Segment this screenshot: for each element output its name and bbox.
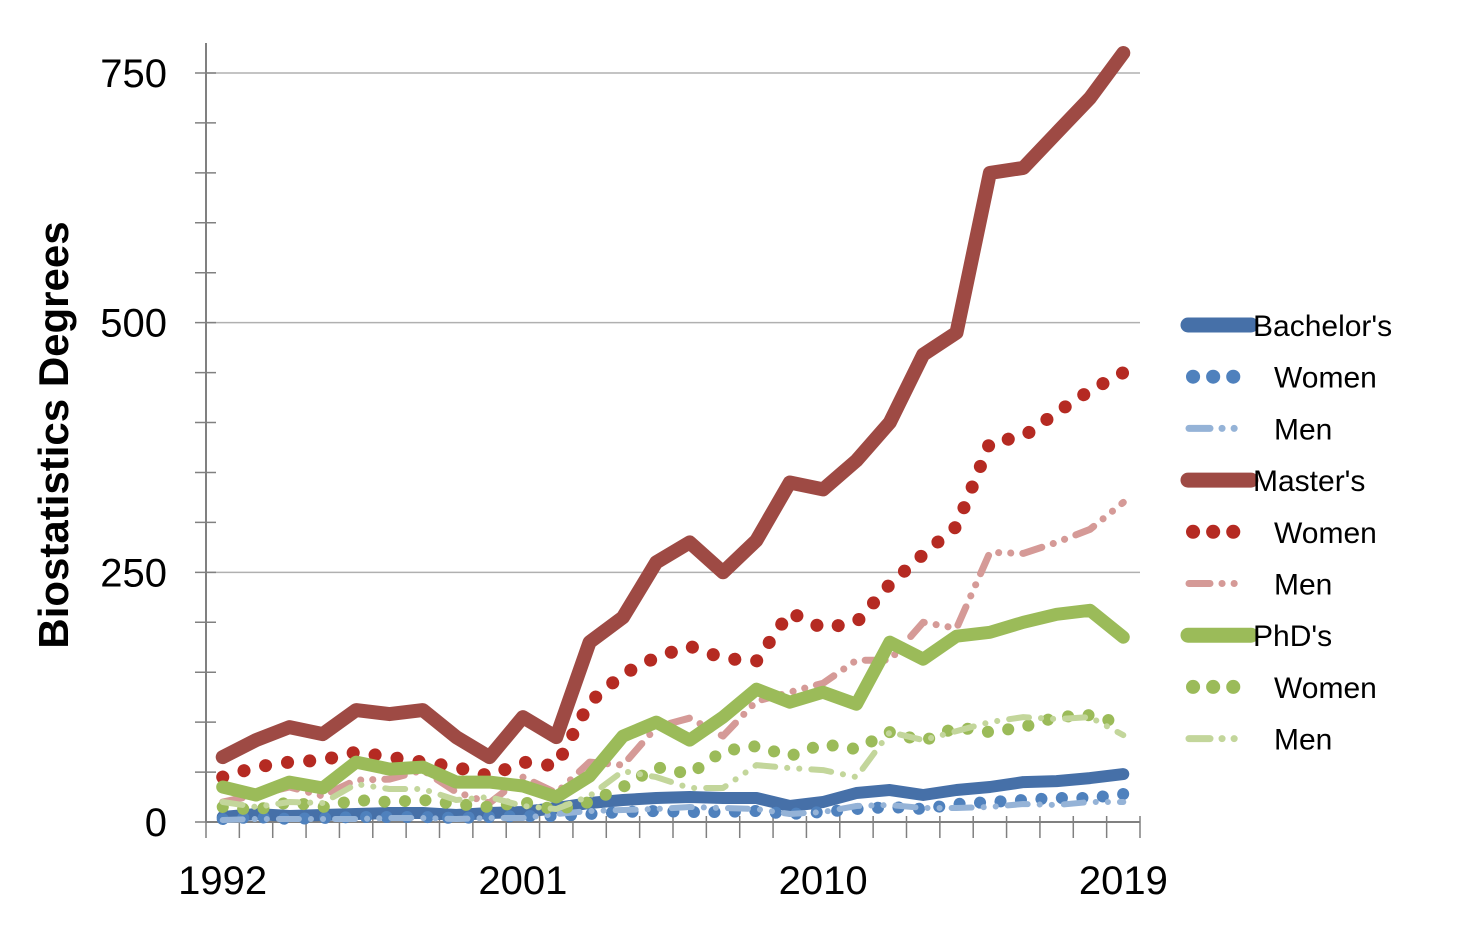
y-axis-tick-label: 250 [100, 551, 167, 595]
y-axis-title: Biostatistics Degrees [30, 221, 77, 648]
legend-item-masters-total: Master's [1180, 465, 1365, 498]
series-line-phds-men [219, 714, 1127, 812]
x-axis-tick-label: 2001 [478, 859, 567, 903]
legend-label-phds-men: Men [1274, 724, 1332, 757]
series-line-masters-women [216, 366, 1130, 784]
legend-label-bachelors-total: Bachelor's [1253, 310, 1392, 343]
axes [195, 43, 1141, 838]
data-series [215, 46, 1131, 825]
legend-item-phds-women: Women [1186, 672, 1377, 705]
y-axis-tick-label: 750 [100, 52, 167, 96]
series-line-bachelors-total [216, 768, 1130, 823]
legend-item-phds-men: Men [1185, 724, 1332, 757]
legend-label-masters-women: Women [1274, 517, 1377, 550]
legend-item-bachelors-total: Bachelor's [1180, 310, 1392, 343]
x-axis-tick-label: 2010 [779, 859, 868, 903]
legend-item-bachelors-women: Women [1186, 362, 1377, 395]
y-axis-tick-label: 0 [145, 801, 167, 845]
legend-label-bachelors-men: Men [1274, 413, 1332, 446]
series-line-masters-men [219, 498, 1127, 807]
x-axis-tick-label: 1992 [178, 859, 267, 903]
x-axis-tick-label: 2019 [1079, 859, 1168, 903]
legend-item-masters-women: Women [1186, 517, 1377, 550]
series-line-masters-total [215, 46, 1131, 765]
legend-label-masters-men: Men [1274, 569, 1332, 602]
y-axis-tick-label: 500 [100, 302, 167, 346]
legend-label-phds-women: Women [1274, 672, 1377, 705]
legend-label-bachelors-women: Women [1274, 362, 1377, 395]
legend-item-bachelors-men: Men [1185, 413, 1332, 446]
series-line-bachelors-men [219, 799, 1127, 823]
legend: Bachelor's Women Men Master's Women Men PhD's W… [1180, 310, 1392, 757]
series-line-phds-total [216, 603, 1130, 804]
legend-item-phds-total: PhD's [1180, 620, 1332, 653]
legend-item-masters-men: Men [1185, 569, 1332, 602]
axis-labels: Biostatistics Degrees 0 250 500 750 1992 2001… [30, 52, 1168, 903]
gridlines [206, 72, 1140, 574]
legend-label-masters-total: Master's [1253, 465, 1365, 498]
legend-label-phds-total: PhD's [1253, 620, 1332, 653]
series-line-bachelors-women [216, 788, 1130, 825]
